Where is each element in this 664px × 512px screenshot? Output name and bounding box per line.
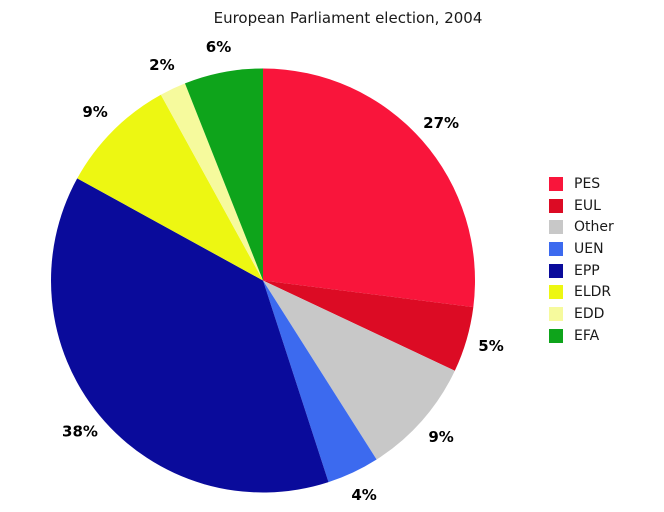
pct-label-pes: 27%: [423, 114, 459, 132]
legend-swatch-efa: [549, 328, 563, 343]
legend-label-epp: EPP: [574, 262, 600, 279]
pct-label-edd: 2%: [149, 56, 174, 74]
legend-swatch-eul: [549, 198, 563, 213]
legend-label-eldr: ELDR: [574, 284, 612, 301]
pct-label-epp: 38%: [62, 422, 98, 440]
legend-swatch-uen: [549, 241, 563, 256]
chart-title: European Parliament election, 2004: [213, 9, 483, 27]
pct-label-efa: 6%: [206, 38, 231, 56]
legend-label-other: Other: [574, 219, 614, 236]
legend-item-eul: EUL: [549, 195, 614, 217]
pie-slice-eul: [263, 280, 474, 371]
pie-slice-epp: [51, 178, 329, 493]
legend-label-pes: PES: [574, 175, 601, 192]
legend-item-edd: EDD: [549, 303, 614, 325]
legend-item-eldr: ELDR: [549, 281, 614, 303]
legend-label-eul: EUL: [574, 197, 601, 214]
legend: PES EUL Other UEN EPP ELDR EDD EFA: [549, 173, 614, 347]
pie-slice-edd: [160, 83, 263, 281]
legend-item-epp: EPP: [549, 260, 614, 282]
legend-swatch-eldr: [549, 285, 563, 300]
pct-label-uen: 4%: [351, 486, 376, 504]
pie-slice-eldr: [77, 94, 263, 281]
legend-label-efa: EFA: [574, 327, 600, 344]
pie-slice-uen: [263, 280, 377, 483]
legend-label-edd: EDD: [574, 305, 605, 322]
pct-label-eul: 5%: [478, 337, 503, 355]
legend-item-efa: EFA: [549, 325, 614, 347]
legend-swatch-edd: [549, 306, 563, 321]
legend-item-pes: PES: [549, 173, 614, 195]
pie-slice-other: [263, 280, 455, 460]
pie-slice-efa: [184, 68, 263, 281]
legend-item-other: Other: [549, 216, 614, 238]
legend-swatch-epp: [549, 263, 563, 278]
pct-label-other: 9%: [428, 428, 453, 446]
legend-swatch-other: [549, 220, 563, 235]
pct-label-eldr: 9%: [82, 103, 107, 121]
legend-label-uen: UEN: [574, 240, 604, 257]
pie-slice-pes: [263, 68, 476, 308]
legend-swatch-pes: [549, 176, 563, 191]
legend-item-uen: UEN: [549, 238, 614, 260]
